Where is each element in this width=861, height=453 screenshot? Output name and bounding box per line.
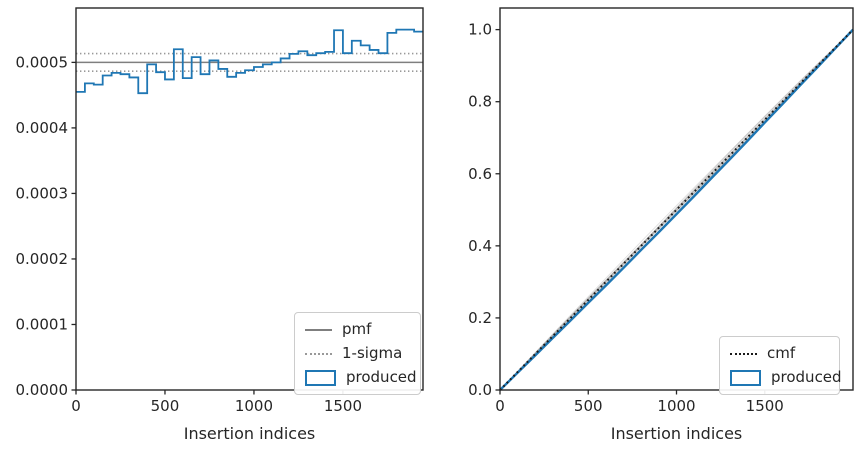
y-tick-label: 0.0005 xyxy=(16,53,69,71)
produced-step-line xyxy=(76,28,423,95)
plot-border xyxy=(499,7,854,391)
x-tick-label: 1500 xyxy=(746,397,784,415)
legend-label-1-sigma: 1-sigma xyxy=(342,344,403,362)
ensemble-sample-line xyxy=(499,29,854,391)
y-tick-label: 0.0 xyxy=(468,381,492,399)
legend-item-produced: produced xyxy=(305,368,417,387)
legend-label-produced: produced xyxy=(346,368,417,386)
y-tick-label: 1.0 xyxy=(468,21,492,39)
legend-label-pmf: pmf xyxy=(342,320,372,338)
x-tick-label: 1500 xyxy=(324,397,362,415)
y-tick-label: 0.2 xyxy=(468,309,492,327)
legend-left: pmf 1-sigma produced xyxy=(294,312,421,395)
y-tick-label: 0.0000 xyxy=(16,381,69,399)
produced-line xyxy=(499,28,854,391)
x-tick-label: 0 xyxy=(71,397,81,415)
cmf-dotted-line-swatch xyxy=(730,352,757,355)
y-tick-label: 0.0004 xyxy=(16,119,69,137)
pmf-line-swatch xyxy=(305,328,332,331)
ensemble-sample-line xyxy=(499,29,854,391)
y-tick-label: 0.4 xyxy=(468,237,492,255)
ensemble-sample-line xyxy=(499,29,854,391)
produced-line-swatch xyxy=(730,369,761,386)
legend-label-cmf: cmf xyxy=(767,344,796,362)
legend-item-cmf: cmf xyxy=(730,344,829,363)
y-tick-label: 0.0001 xyxy=(16,315,69,333)
legend-item-1-sigma: 1-sigma xyxy=(305,344,410,363)
legend-right: cmf produced xyxy=(719,336,842,395)
produced-histogram-swatch xyxy=(305,369,336,386)
y-tick-label: 0.0003 xyxy=(16,184,69,202)
plot-border xyxy=(75,7,424,391)
legend-item-produced-right: produced xyxy=(730,368,842,387)
ensemble-sample-line xyxy=(499,29,854,391)
legend-label-produced-right: produced xyxy=(771,368,842,386)
ensemble-sample-line xyxy=(499,29,854,391)
x-axis-label-left: Insertion indices xyxy=(183,424,316,443)
x-axis-label-right: Insertion indices xyxy=(610,424,743,443)
y-tick-label: 0.6 xyxy=(468,165,492,183)
legend-item-pmf: pmf xyxy=(305,320,410,339)
x-tick-label: 500 xyxy=(574,397,603,415)
sigma-dotted-line-swatch xyxy=(305,352,332,355)
y-tick-label: 0.8 xyxy=(468,93,492,111)
y-tick-label: 0.0002 xyxy=(16,250,69,268)
x-tick-label: 1000 xyxy=(657,397,695,415)
x-tick-label: 500 xyxy=(151,397,180,415)
x-tick-label: 1000 xyxy=(235,397,273,415)
x-tick-label: 0 xyxy=(495,397,505,415)
